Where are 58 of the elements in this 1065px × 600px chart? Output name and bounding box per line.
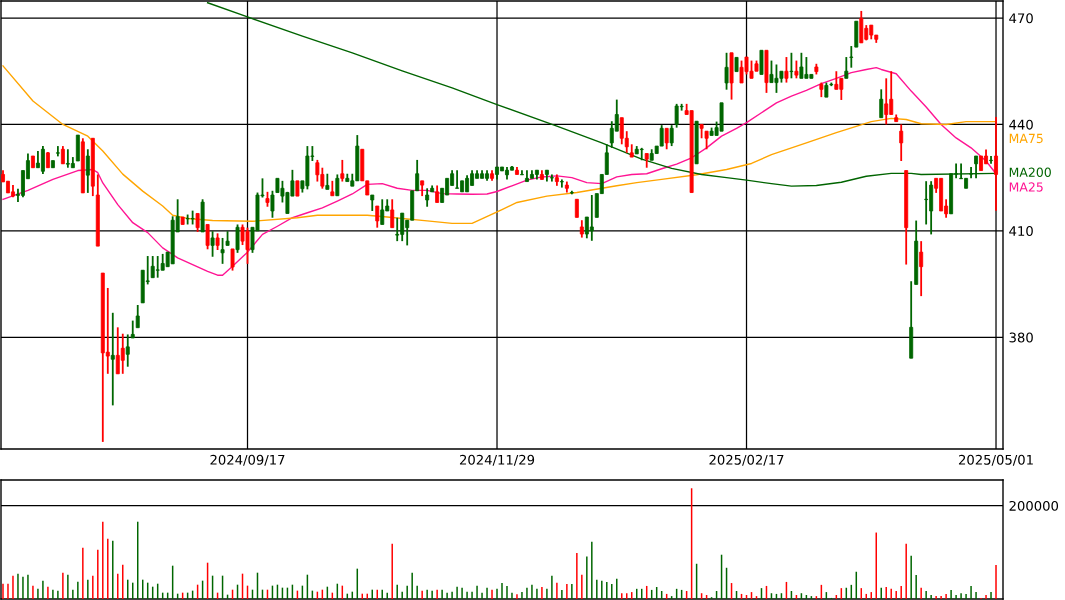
candlestick bbox=[989, 155, 993, 165]
candlestick bbox=[844, 56, 849, 80]
y-tick-label: 380 bbox=[1009, 332, 1033, 343]
x-tick-label: 2024/11/29 bbox=[459, 454, 535, 466]
series-label: MA25 bbox=[1009, 182, 1043, 192]
candlestick bbox=[230, 248, 235, 272]
line-series bbox=[2, 65, 997, 225]
candlestick bbox=[884, 77, 889, 126]
candlestick bbox=[220, 237, 225, 265]
y-tick-label: 200000 bbox=[1009, 500, 1059, 511]
candlestick bbox=[704, 130, 709, 151]
candlestick bbox=[669, 124, 674, 147]
candlestick bbox=[335, 173, 340, 197]
candlestick bbox=[849, 45, 854, 69]
candlestick bbox=[455, 169, 460, 190]
y-tick-label: 440 bbox=[1009, 119, 1033, 130]
candlestick bbox=[85, 148, 90, 194]
candlestick bbox=[789, 51, 794, 80]
candlestick bbox=[574, 198, 579, 219]
candlestick bbox=[589, 194, 594, 242]
candlestick bbox=[210, 230, 215, 258]
line-series bbox=[2, 66, 997, 276]
candlestick bbox=[994, 116, 998, 212]
x-tick-label: 2025/05/01 bbox=[958, 454, 1033, 466]
y-tick-label: 470 bbox=[1009, 13, 1033, 24]
candlestick bbox=[664, 127, 669, 151]
candlestick bbox=[899, 123, 904, 162]
candlestick bbox=[519, 169, 524, 176]
candlestick bbox=[40, 145, 45, 176]
candlestick bbox=[340, 159, 345, 183]
series-label: MA200 bbox=[1009, 167, 1051, 178]
candlestick bbox=[110, 311, 115, 407]
candlestick bbox=[724, 51, 729, 91]
candlestick bbox=[125, 333, 130, 368]
y-tick-label: 410 bbox=[1009, 226, 1033, 237]
candlestick bbox=[924, 180, 929, 226]
candlestick bbox=[919, 240, 924, 298]
candlestick bbox=[380, 198, 385, 226]
candlestick bbox=[559, 178, 564, 189]
candlestick bbox=[425, 187, 430, 208]
series-label: MA75 bbox=[1009, 133, 1043, 144]
candlestick bbox=[195, 212, 200, 233]
candlestick bbox=[974, 155, 979, 180]
candlestick bbox=[375, 205, 380, 229]
candlestick bbox=[390, 198, 395, 229]
candlestick bbox=[135, 304, 140, 329]
candlestick bbox=[879, 88, 884, 119]
candlestick bbox=[120, 332, 125, 375]
candlestick bbox=[549, 173, 554, 183]
candlestick bbox=[969, 166, 974, 180]
candlestick bbox=[395, 216, 400, 243]
x-tick-label: 2024/09/17 bbox=[210, 454, 285, 466]
candlestick bbox=[235, 223, 240, 254]
candlestick bbox=[205, 223, 210, 251]
candlestick bbox=[784, 56, 789, 84]
candlestick bbox=[270, 189, 275, 219]
candlestick bbox=[639, 146, 644, 162]
x-tick-label: 2025/02/17 bbox=[709, 454, 784, 466]
